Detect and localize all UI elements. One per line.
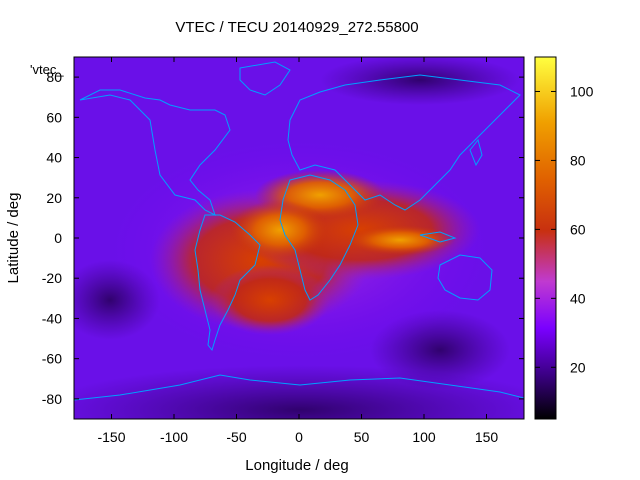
heatmap-field	[74, 57, 524, 419]
y-tick-label: 40	[46, 150, 62, 166]
coastline-australia	[437, 254, 493, 301]
coastline-japan	[469, 138, 483, 167]
high-tec-south-atlantic	[210, 265, 330, 335]
colorbar-tick-label: 40	[570, 290, 586, 306]
y-tick-label: 80	[46, 69, 62, 85]
x-tick-label: 150	[475, 429, 499, 445]
x-tick-label: 50	[354, 429, 370, 445]
y-tick-label: 20	[46, 190, 62, 206]
colorbar	[534, 56, 557, 420]
coastline-africa	[279, 174, 359, 301]
y-tick-label: -60	[42, 351, 62, 367]
y-axis-ticks: -80 -60 -40 -20 0 20 40 60 80	[42, 69, 524, 407]
coastlines	[74, 61, 524, 401]
y-tick-label: -40	[42, 310, 62, 326]
chart-title: VTEC / TECU 20140929_272.55800	[175, 19, 418, 36]
x-tick-label: -150	[97, 429, 125, 445]
high-tec-africa	[230, 200, 330, 260]
colorbar-tick-label: 60	[570, 221, 586, 237]
x-tick-label: -100	[160, 429, 188, 445]
x-axis-label: Longitude / deg	[245, 457, 348, 474]
x-tick-label: 0	[295, 429, 303, 445]
y-tick-label: -20	[42, 270, 62, 286]
x-tick-label: 100	[412, 429, 436, 445]
y-tick-label: 0	[54, 230, 62, 246]
y-tick-label: -80	[42, 391, 62, 407]
high-tec-indian-ocean	[345, 225, 455, 255]
dark-region-north	[320, 57, 520, 105]
coastline-antarctica	[74, 374, 524, 401]
colorbar-tick-label: 80	[570, 152, 586, 168]
colorbar-ticks: 20 40 60 80 100	[535, 83, 594, 375]
x-tick-label: -50	[226, 429, 246, 445]
x-axis-ticks: -150 -100 -50 0 50 100 150	[97, 57, 498, 445]
coastline-north-america	[79, 89, 231, 216]
legend-key-label: 'vtec_	[30, 62, 64, 77]
coastline-south-america	[194, 214, 261, 352]
coastline-greenland	[239, 61, 291, 96]
y-tick-label: 60	[46, 109, 62, 125]
coastline-indonesia	[419, 231, 457, 243]
y-axis-label: Latitude / deg	[5, 193, 22, 284]
colorbar-tick-label: 20	[570, 359, 586, 375]
coastline-eurasia	[287, 74, 521, 211]
colorbar-tick-label: 100	[570, 83, 594, 99]
